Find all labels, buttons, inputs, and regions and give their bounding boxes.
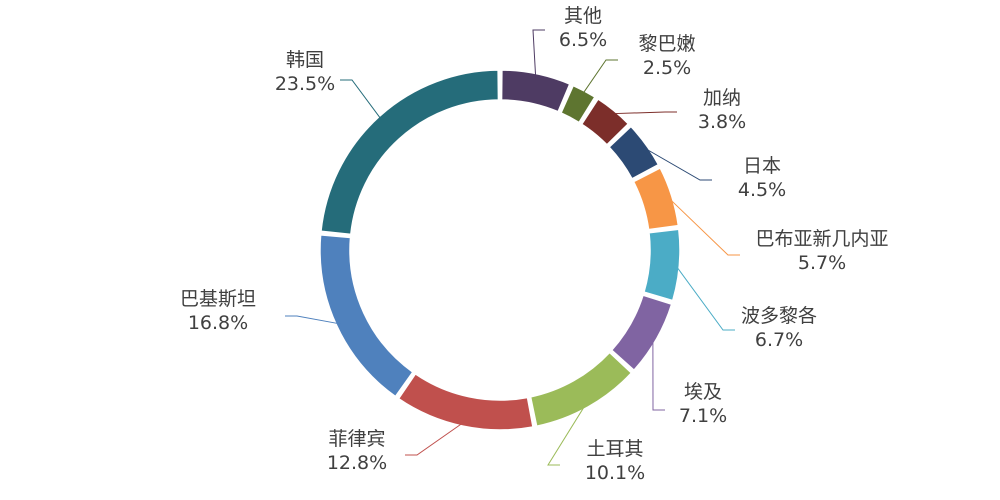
slice-value-1: 2.5% (643, 57, 691, 79)
slice-label-4: 巴布亚新几内亚 (755, 228, 888, 250)
leader-line-9 (285, 315, 341, 325)
slice-5 (643, 228, 681, 302)
slice-label-3: 日本 (743, 155, 781, 177)
slice-value-7: 10.1% (585, 462, 645, 484)
slice-label-10: 韩国 (286, 49, 324, 71)
slice-value-8: 12.8% (327, 452, 387, 474)
slice-7 (529, 351, 633, 428)
leader-line-7 (547, 403, 587, 466)
slice-label-8: 菲律宾 (328, 428, 385, 450)
leader-lines (285, 29, 740, 466)
slice-value-3: 4.5% (738, 179, 786, 201)
slice-10 (320, 69, 500, 236)
slice-label-6: 埃及 (684, 381, 722, 403)
donut-slices (319, 69, 681, 431)
leader-line-8 (405, 421, 465, 456)
slice-1 (560, 84, 596, 124)
leader-line-3 (642, 146, 712, 181)
slice-3 (608, 125, 660, 180)
slice-value-0: 6.5% (559, 29, 607, 51)
slice-label-7: 土耳其 (586, 438, 643, 460)
slice-9 (319, 234, 414, 398)
slice-2 (580, 98, 630, 146)
leader-line-1 (581, 59, 618, 95)
slice-value-2: 3.8% (698, 111, 746, 133)
slice-value-5: 6.7% (755, 329, 803, 351)
leader-line-10 (340, 79, 382, 121)
leader-line-0 (532, 29, 545, 78)
slice-4 (632, 166, 680, 231)
slice-value-6: 7.1% (679, 405, 727, 427)
slice-label-5: 波多黎各 (741, 305, 817, 327)
leader-line-2 (611, 111, 677, 115)
slice-label-0: 其他 (564, 5, 602, 27)
slice-value-10: 23.5% (275, 73, 335, 95)
leader-line-4 (667, 196, 740, 256)
slice-value-9: 16.8% (188, 312, 248, 334)
slice-label-2: 加纳 (703, 87, 741, 109)
leader-line-5 (674, 264, 735, 331)
slice-value-4: 5.7% (798, 252, 846, 274)
slice-label-1: 黎巴嫩 (638, 33, 695, 55)
slice-8 (397, 372, 534, 431)
slice-label-9: 巴基斯坦 (180, 288, 256, 310)
slice-0 (500, 69, 571, 113)
leader-line-6 (652, 337, 665, 411)
slice-6 (610, 294, 673, 372)
